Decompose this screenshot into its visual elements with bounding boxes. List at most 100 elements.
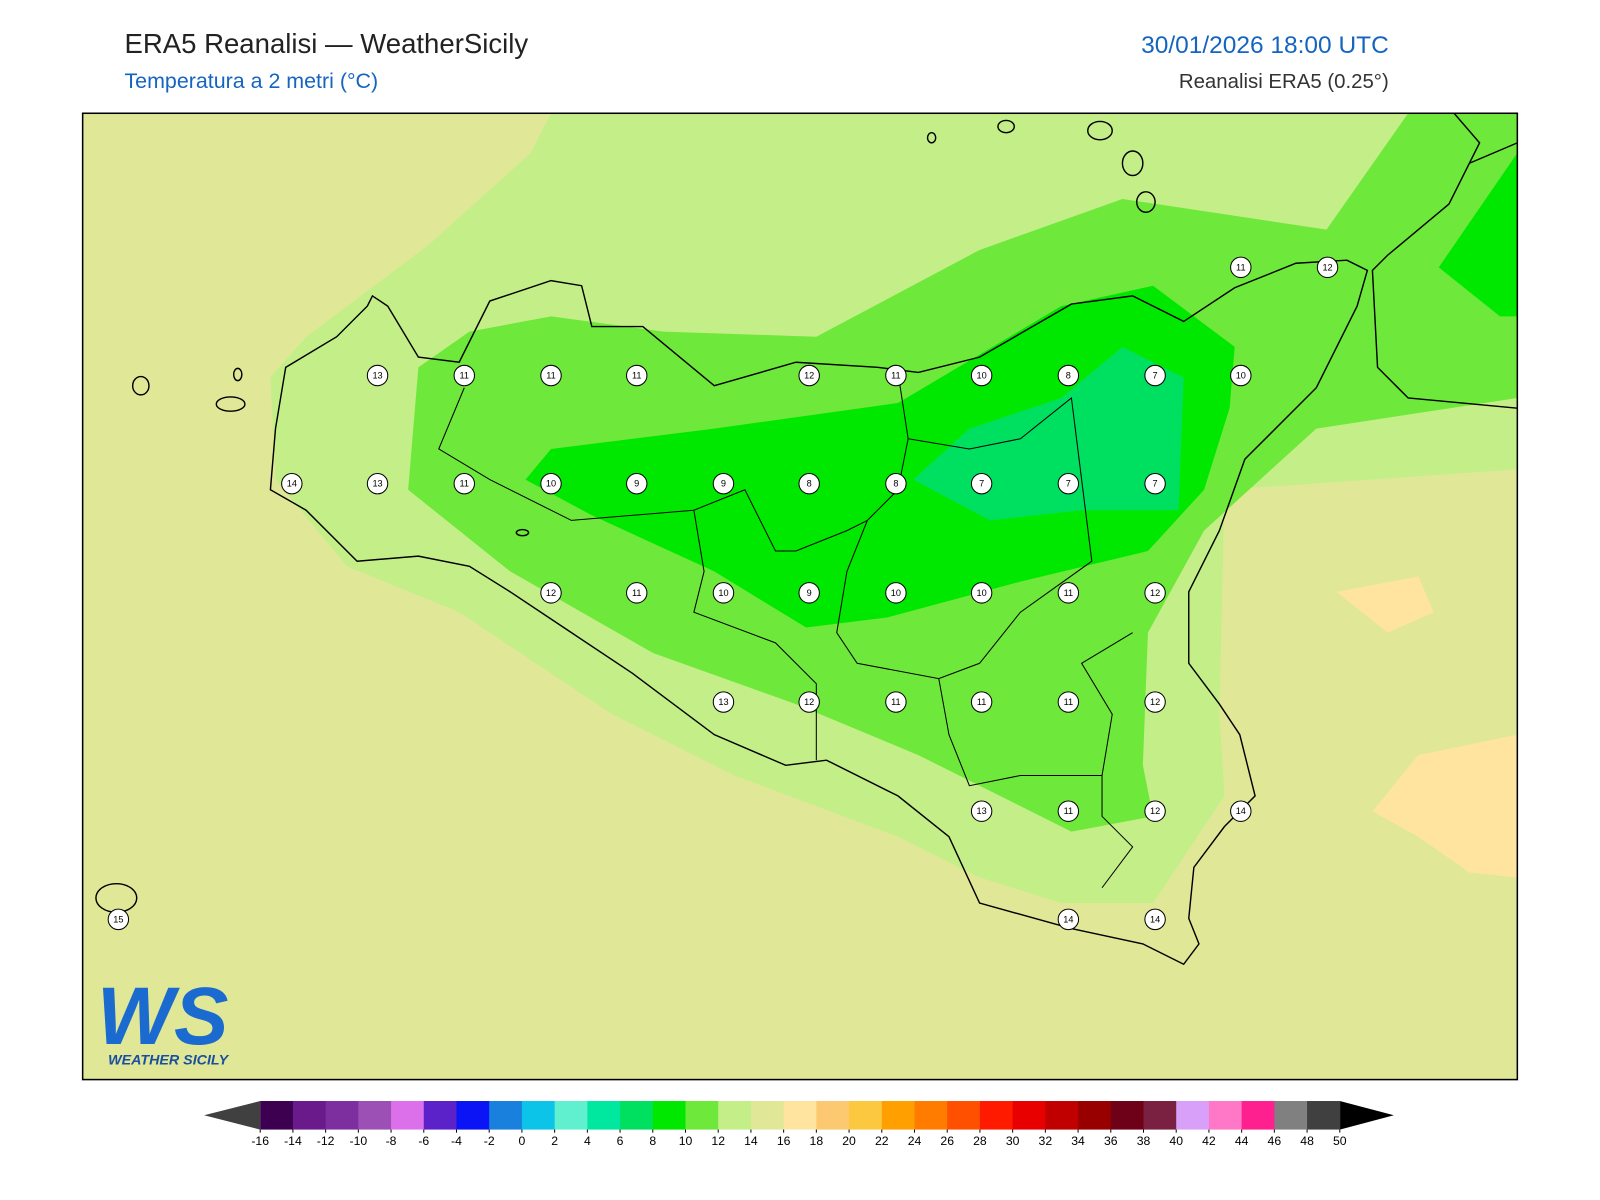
- station-marker: [970, 800, 993, 822]
- station-value: 7: [1066, 479, 1071, 489]
- colorbar-bin: [260, 1101, 294, 1130]
- station-value: 11: [1236, 262, 1246, 272]
- station-marker: [1316, 256, 1339, 279]
- station-marker: [712, 691, 735, 713]
- station-marker: [366, 364, 389, 387]
- colorbar-tick-label: 20: [842, 1134, 856, 1148]
- colorbar-bin: [1045, 1101, 1079, 1130]
- station-value: 13: [977, 806, 987, 816]
- station-marker: [885, 582, 907, 604]
- field-16: [1336, 576, 1434, 633]
- colorbar-tick-label: 28: [973, 1134, 987, 1148]
- station-marker: [626, 582, 648, 604]
- station-marker: [798, 472, 820, 495]
- logo-text: WEATHER SICILY: [108, 1052, 229, 1068]
- station-marker: [712, 582, 735, 604]
- station-value: 11: [632, 371, 642, 381]
- station-marker: [626, 364, 648, 387]
- station-marker: [798, 582, 820, 604]
- station-marker: [1230, 256, 1252, 279]
- colorbar-bin: [489, 1101, 523, 1130]
- station-value: 11: [632, 588, 642, 598]
- colorbar-bin: [947, 1101, 981, 1130]
- station-value: 9: [721, 479, 726, 489]
- station-marker: [1057, 582, 1080, 604]
- station-value: 14: [287, 479, 297, 489]
- colorbar-bin: [1274, 1101, 1308, 1130]
- station-value: 10: [977, 588, 987, 598]
- station-value: 11: [460, 371, 470, 381]
- station-marker: [970, 582, 993, 604]
- colorbar-tick-label: 40: [1169, 1134, 1183, 1148]
- colorbar-tick-label: 22: [875, 1134, 889, 1148]
- station-marker: [453, 472, 475, 495]
- station-marker: [366, 472, 389, 495]
- station-marker: [712, 472, 735, 495]
- station-marker: [970, 364, 993, 387]
- colorbar-bin: [325, 1101, 359, 1130]
- station-marker: [1057, 472, 1080, 495]
- title: ERA5 Reanalisi — WeatherSicily: [124, 28, 528, 59]
- station-value: 12: [804, 697, 814, 707]
- colorbar-bin: [1110, 1101, 1145, 1130]
- colorbar-bin: [554, 1101, 588, 1130]
- station-value: 12: [1150, 806, 1160, 816]
- colorbar-bin: [1208, 1101, 1243, 1130]
- colorbar-bin: [292, 1101, 327, 1130]
- colorbar-tick-label: 10: [679, 1134, 693, 1148]
- colorbar-bin: [391, 1101, 425, 1130]
- colorbar-bin: [358, 1101, 392, 1130]
- subtitle: Temperatura a 2 metri (°C): [124, 69, 378, 93]
- station-value: 11: [977, 697, 987, 707]
- station-marker: [453, 364, 475, 387]
- colorbar-tick-label: 26: [940, 1134, 954, 1148]
- map-frame: [81, 112, 1519, 1081]
- colorbar-tick-label: 32: [1039, 1134, 1053, 1148]
- coastline: [95, 113, 1518, 966]
- colorbar-bin: [685, 1101, 719, 1130]
- station-value: 10: [718, 588, 728, 598]
- station-marker: [1057, 908, 1080, 931]
- colorbar-tick-label: 18: [810, 1134, 824, 1148]
- field-16: [1372, 734, 1518, 878]
- station-marker: [540, 582, 562, 604]
- colorbar-bin: [1078, 1101, 1112, 1130]
- colorbar-tick-label: -8: [386, 1134, 397, 1148]
- station-value: 8: [1066, 371, 1071, 381]
- colorbar-tick-label: 0: [519, 1134, 526, 1148]
- colorbar-bin: [587, 1101, 621, 1130]
- colorbar-tick-label: -12: [317, 1134, 335, 1148]
- station-value: 12: [1322, 262, 1332, 272]
- colorbar-tick-label: -14: [284, 1134, 302, 1148]
- field-8: [1438, 153, 1518, 317]
- station-marker: [1144, 582, 1166, 604]
- colorbar-tick-label: 46: [1268, 1134, 1282, 1148]
- station-marker: [1230, 800, 1252, 822]
- colorbar-tick-label: 42: [1202, 1134, 1216, 1148]
- colorbar-bin: [1176, 1101, 1210, 1130]
- station-value: 8: [893, 479, 898, 489]
- colorbar: -16 -14 -12 -10 -8 -6 -4 -2 0 2 4 6 8 10 12 14 16 18 20 22 2…: [204, 1101, 1394, 1148]
- station-value: 11: [1064, 697, 1074, 707]
- station-marker: [1057, 691, 1080, 713]
- colorbar-tick-label: 4: [584, 1134, 591, 1148]
- station-value: 10: [891, 588, 901, 598]
- station-marker: [1230, 364, 1252, 387]
- colorbar-bin: [750, 1101, 785, 1130]
- station-marker: [281, 472, 303, 495]
- station-value: 14: [1063, 914, 1073, 924]
- colorbar-bin: [1241, 1101, 1275, 1130]
- colorbar-tick-label: 6: [617, 1134, 624, 1148]
- colorbar-bin: [1307, 1101, 1341, 1130]
- source: Reanalisi ERA5 (0.25°): [1179, 71, 1389, 93]
- colorbar-bin: [456, 1101, 490, 1130]
- colorbar-tick-label: 50: [1333, 1134, 1347, 1148]
- station-value: 11: [1064, 588, 1074, 598]
- colorbar-bin: [816, 1101, 850, 1130]
- colorbar-tick-label: 48: [1300, 1134, 1314, 1148]
- colorbar-tick-label: 24: [908, 1134, 922, 1148]
- station-marker: [540, 472, 562, 495]
- station-marker: [885, 364, 907, 387]
- colorbar-tick-label: -2: [484, 1134, 495, 1148]
